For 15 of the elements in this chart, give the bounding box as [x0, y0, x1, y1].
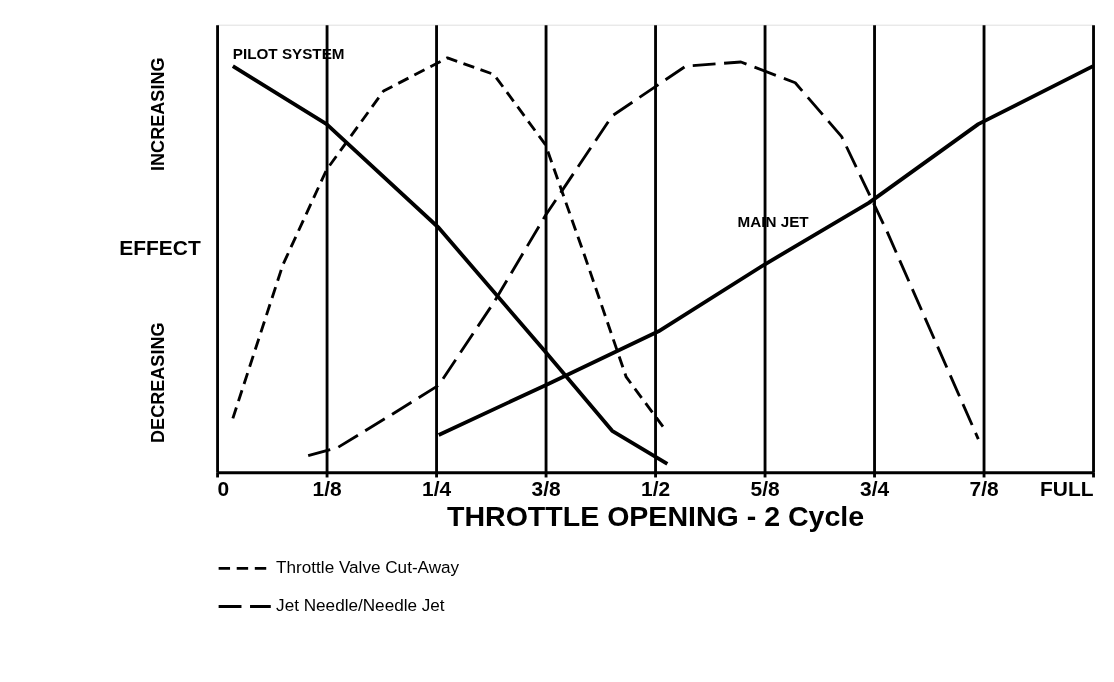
text: INCREASING	[147, 57, 168, 171]
x-tick-label: 7/8	[969, 476, 999, 500]
x-tick-label: 5/8	[750, 476, 780, 500]
x-tick-label: FULL	[1040, 476, 1094, 500]
x-tick-label: 3/8	[531, 476, 561, 500]
legend-label: Throttle Valve Cut-Away	[276, 557, 460, 578]
x-axis-title: THROTTLE OPENING - 2 Cycle	[446, 500, 865, 533]
x-tick-label: 1/8	[312, 476, 342, 500]
legend-label: Jet Needle/Needle Jet	[276, 595, 445, 616]
x-tick-label: 0	[217, 476, 230, 500]
x-tick-label: 3/4	[859, 476, 890, 500]
x-tick-label: 1/2	[640, 476, 671, 500]
x-tick-label: 1/4	[422, 476, 452, 500]
text: DECREASING	[147, 322, 168, 443]
y-axis-title: EFFECT	[119, 236, 201, 260]
